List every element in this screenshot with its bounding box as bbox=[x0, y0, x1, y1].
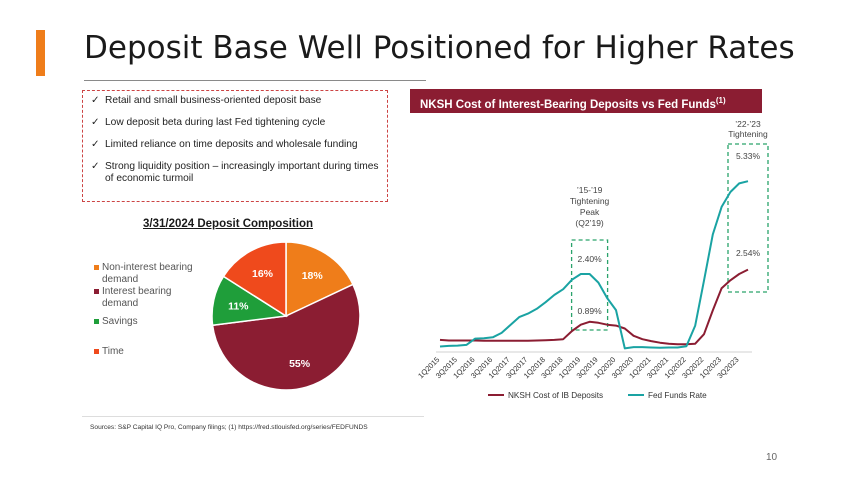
bullet-item: ✓ Limited reliance on time deposits and w… bbox=[91, 139, 387, 151]
pie-chart-title: 3/31/2024 Deposit Composition bbox=[143, 218, 313, 230]
bullet-text: Low deposit beta during last Fed tighten… bbox=[105, 117, 326, 128]
legend-label: Savings bbox=[102, 316, 138, 327]
cycle-2023-annotation: ’22-’23 bbox=[735, 119, 761, 129]
check-icon: ✓ bbox=[91, 95, 100, 106]
legend-label: Time bbox=[102, 346, 124, 357]
pie-legend-item: Savings bbox=[94, 316, 202, 346]
pie-slice-label: 16% bbox=[252, 268, 274, 280]
legend-label: Interest bearing demand bbox=[102, 286, 172, 309]
pie-legend-item: Time bbox=[94, 346, 202, 360]
series-line bbox=[439, 268, 749, 346]
title-divider bbox=[84, 80, 426, 81]
footnote-marker: (1) bbox=[715, 96, 726, 105]
legend-swatch bbox=[94, 289, 99, 294]
legend-swatch bbox=[94, 265, 99, 270]
pie-slice-label: 11% bbox=[228, 300, 249, 312]
page-number: 10 bbox=[766, 452, 778, 463]
check-icon: ✓ bbox=[91, 117, 100, 128]
bullet-text: Retail and small business-oriented depos… bbox=[105, 95, 322, 106]
pie-slice bbox=[222, 241, 287, 318]
title-accent-bar bbox=[36, 30, 45, 76]
fed-funds-2023-label: 5.33% bbox=[736, 151, 761, 161]
legend-label: Fed Funds Rate bbox=[648, 391, 707, 400]
bullet-item: ✓ Strong liquidity position – increasingl… bbox=[91, 161, 387, 185]
pie-legend-item: Interest bearing demand bbox=[94, 286, 202, 316]
tightening-2023-box bbox=[727, 143, 769, 293]
cycle-2019-annotation: Tightening bbox=[570, 196, 610, 206]
bullet-text: Strong liquidity position – increasingly… bbox=[105, 161, 379, 184]
cycle-2019-annotation: ’15-’19 bbox=[577, 185, 603, 195]
legend-label: Non-interest bearing demand bbox=[102, 262, 193, 285]
bullet-item: ✓ Low deposit beta during last Fed tighte… bbox=[91, 117, 387, 129]
cycle-2023-annotation: Tightening bbox=[728, 129, 768, 139]
bullet-text: Limited reliance on time deposits and wh… bbox=[105, 139, 358, 150]
check-icon: ✓ bbox=[91, 161, 100, 172]
line-chart-title: NKSH Cost of Interest-Bearing Deposits v… bbox=[420, 98, 716, 111]
sources-footnote: Sources: S&P Capital IQ Pro, Company fil… bbox=[90, 424, 368, 431]
cycle-2019-annotation: (Q2’19) bbox=[575, 218, 604, 228]
series-line bbox=[439, 180, 749, 350]
pie-legend: Non-interest bearing demand Interest bea… bbox=[94, 262, 202, 360]
slide-title: Deposit Base Well Positioned for Higher … bbox=[84, 30, 795, 66]
legend-swatch bbox=[94, 319, 99, 324]
nksh-2023-label: 2.54% bbox=[736, 248, 761, 258]
legend-label: NKSH Cost of IB Deposits bbox=[508, 391, 603, 400]
pie-slice bbox=[285, 241, 354, 318]
sources-divider bbox=[82, 416, 424, 417]
bullet-item: ✓ Retail and small business-oriented depo… bbox=[91, 95, 387, 107]
pie-slice bbox=[211, 283, 361, 391]
nksh-peak-label: 0.89% bbox=[578, 306, 603, 316]
pie-legend-item: Non-interest bearing demand bbox=[94, 262, 202, 286]
highlights-box: ✓ Retail and small business-oriented depo… bbox=[82, 90, 388, 202]
pie-slice-label: 18% bbox=[302, 270, 324, 282]
check-icon: ✓ bbox=[91, 139, 100, 150]
fed-funds-peak-label: 2.40% bbox=[578, 254, 603, 264]
pie-slice-label: 55% bbox=[289, 358, 311, 370]
line-chart-title-bar: NKSH Cost of Interest-Bearing Deposits v… bbox=[410, 89, 762, 113]
tightening-peak-2019-box bbox=[570, 239, 609, 331]
legend-swatch bbox=[94, 349, 99, 354]
cycle-2019-annotation: Peak bbox=[580, 207, 600, 217]
